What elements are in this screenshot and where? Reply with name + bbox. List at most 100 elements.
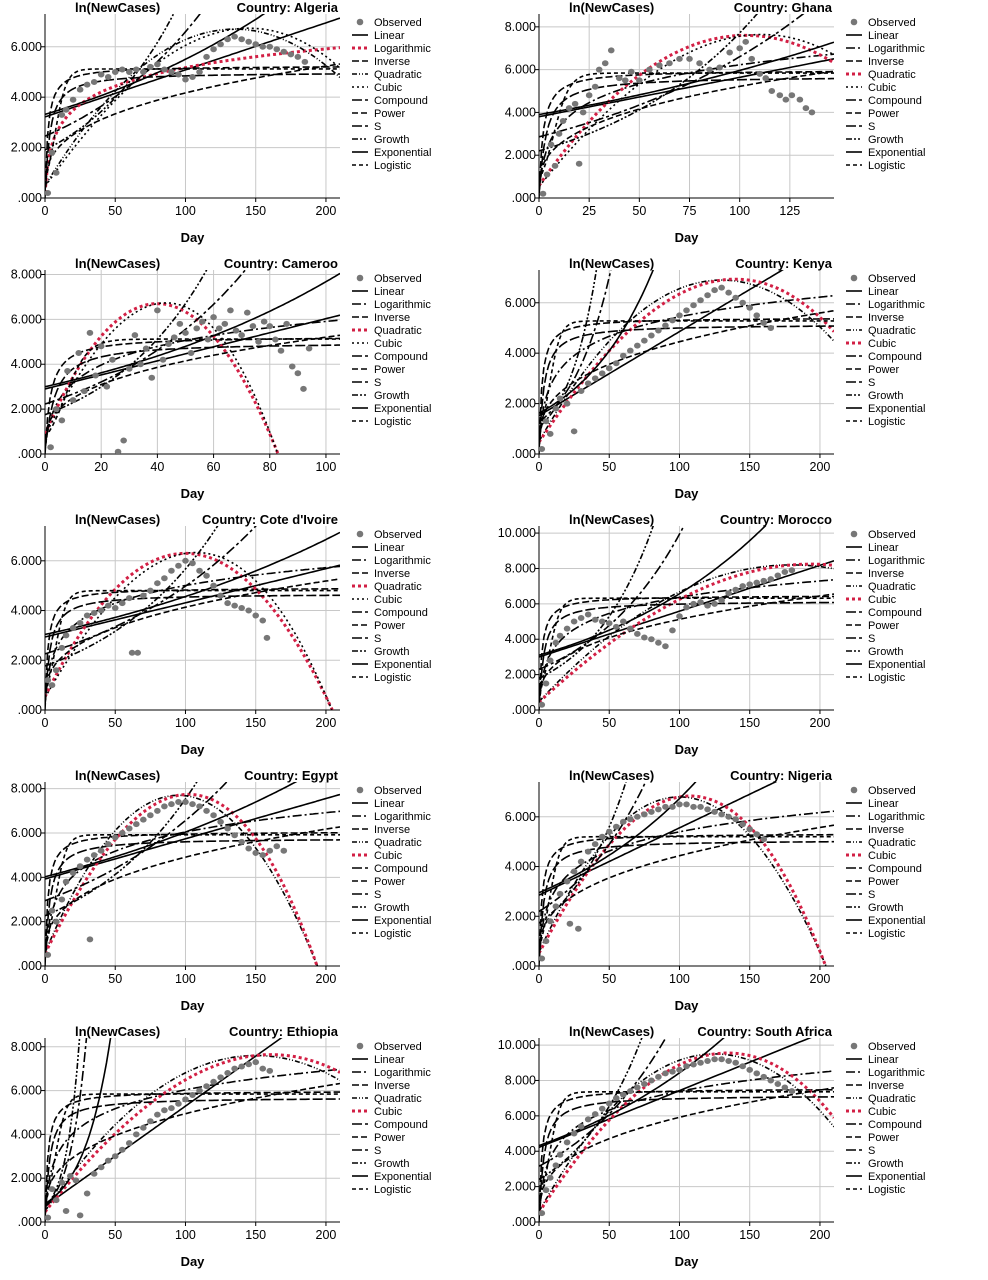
x-tick-label: 100 bbox=[175, 204, 196, 218]
observed-point bbox=[170, 334, 178, 341]
x-tick-label: 50 bbox=[108, 204, 122, 218]
fit-line-inverse bbox=[539, 595, 834, 710]
legend-label: Quadratic bbox=[374, 837, 422, 849]
observed-point bbox=[690, 803, 697, 810]
chart-svg: 0 50 100 150 200 .000 2.000 4.000 6.000 ln(NewCas… bbox=[505, 768, 926, 1013]
observed-point bbox=[648, 1077, 655, 1084]
y-tick-label: 2.000 bbox=[505, 397, 536, 411]
legend-label: S bbox=[868, 121, 875, 133]
fit-line-power bbox=[539, 309, 834, 447]
observed-point bbox=[552, 639, 560, 646]
observed-point bbox=[238, 605, 245, 612]
fit-line-compound bbox=[539, 1038, 667, 1167]
observed-point bbox=[168, 68, 175, 75]
fit-line-inverse bbox=[539, 1089, 834, 1222]
observed-point bbox=[165, 341, 172, 348]
legend-label: Cubic bbox=[868, 594, 897, 606]
y-tick-label: 4.000 bbox=[505, 1144, 536, 1158]
y-tick-label: 2.000 bbox=[11, 653, 42, 667]
legend-marker-observed bbox=[850, 786, 858, 794]
observed-point bbox=[154, 307, 161, 314]
observed-point bbox=[86, 936, 94, 943]
observed-point bbox=[595, 66, 603, 73]
legend-label: Linear bbox=[374, 798, 405, 810]
observed-point bbox=[570, 428, 578, 435]
x-tick-label: 50 bbox=[108, 972, 122, 986]
y-tick-label: 6.000 bbox=[505, 810, 536, 824]
legend-label: Quadratic bbox=[374, 325, 422, 337]
legend-label: Exponential bbox=[868, 403, 926, 415]
observed-point bbox=[748, 55, 756, 62]
legend-label: Logistic bbox=[868, 672, 906, 684]
legend-label: Growth bbox=[868, 902, 903, 914]
fit-line-inverse bbox=[45, 66, 340, 198]
observed-point bbox=[104, 74, 112, 81]
x-tick-label: 200 bbox=[810, 1228, 831, 1242]
observed-point bbox=[696, 60, 703, 67]
observed-point bbox=[760, 836, 768, 843]
observed-point bbox=[45, 677, 52, 684]
observed-point bbox=[591, 83, 599, 90]
observed-point bbox=[542, 418, 550, 425]
observed-point bbox=[69, 96, 77, 103]
x-tick-label: 100 bbox=[729, 204, 750, 218]
observed-point bbox=[189, 801, 196, 808]
y-tick-label: 2.000 bbox=[505, 148, 536, 162]
observed-point bbox=[718, 1056, 725, 1063]
chart-svg: 0 20 40 60 80 100 .000 2.000 4.000 6.000 8.000 ln(N… bbox=[11, 256, 432, 501]
observed-point bbox=[238, 838, 245, 845]
legend-label: Exponential bbox=[868, 1171, 926, 1183]
fit-line-power bbox=[45, 826, 340, 960]
observed-point bbox=[683, 801, 690, 808]
legend-label: Cubic bbox=[374, 850, 403, 862]
fit-line-quadratic bbox=[45, 1054, 340, 1212]
observed-point bbox=[83, 1190, 91, 1197]
y-tick-label: 8.000 bbox=[505, 1073, 536, 1087]
observed-point bbox=[646, 66, 653, 73]
legend-label: Observed bbox=[374, 17, 422, 29]
observed-point bbox=[175, 562, 182, 569]
observed-point bbox=[224, 36, 231, 43]
observed-point bbox=[52, 169, 60, 176]
legend-label: Inverse bbox=[374, 56, 410, 68]
fit-line-inverse bbox=[45, 831, 340, 966]
fit-line-s bbox=[45, 344, 340, 449]
x-tick-label: 0 bbox=[42, 204, 49, 218]
observed-point bbox=[147, 1118, 154, 1125]
observed-point bbox=[125, 68, 133, 75]
observed-point bbox=[584, 848, 592, 855]
y-tick-label: 2.000 bbox=[11, 402, 42, 416]
y-tick-label: .000 bbox=[512, 447, 536, 461]
legend-label: Compound bbox=[374, 351, 428, 363]
legend-label: Exponential bbox=[374, 1171, 432, 1183]
legend-label: Logarithmic bbox=[374, 555, 431, 567]
observed-point bbox=[563, 625, 571, 632]
fit-line-compound bbox=[45, 782, 228, 902]
fit-line-logarithmic bbox=[45, 1068, 340, 1218]
legend-label: Inverse bbox=[374, 824, 410, 836]
observed-point bbox=[546, 918, 554, 925]
x-tick-label: 50 bbox=[108, 1228, 122, 1242]
legend-label: Cubic bbox=[868, 1106, 897, 1118]
observed-point bbox=[66, 1173, 74, 1179]
legend-label: Power bbox=[374, 108, 406, 120]
fit-line-logarithmic bbox=[539, 1070, 834, 1219]
legend-label: Power bbox=[868, 1132, 900, 1144]
observed-point bbox=[125, 595, 133, 602]
legend-label: Cubic bbox=[868, 82, 897, 94]
observed-point bbox=[539, 190, 547, 197]
x-tick-label: 200 bbox=[316, 204, 337, 218]
observed-point bbox=[196, 803, 203, 810]
y-tick-label: 4.000 bbox=[505, 860, 536, 874]
observed-point bbox=[556, 395, 564, 402]
legend-label: Logarithmic bbox=[868, 811, 925, 823]
observed-point bbox=[781, 1084, 789, 1091]
y-tick-label: 6.000 bbox=[505, 1109, 536, 1123]
observed-point bbox=[266, 847, 274, 854]
observed-point bbox=[760, 1073, 768, 1080]
observed-point bbox=[196, 68, 203, 75]
observed-point bbox=[697, 803, 704, 810]
observed-point bbox=[92, 372, 99, 379]
fit-line-cubic bbox=[539, 1051, 834, 1214]
chart-title: ln(NewCases) bbox=[569, 768, 654, 783]
